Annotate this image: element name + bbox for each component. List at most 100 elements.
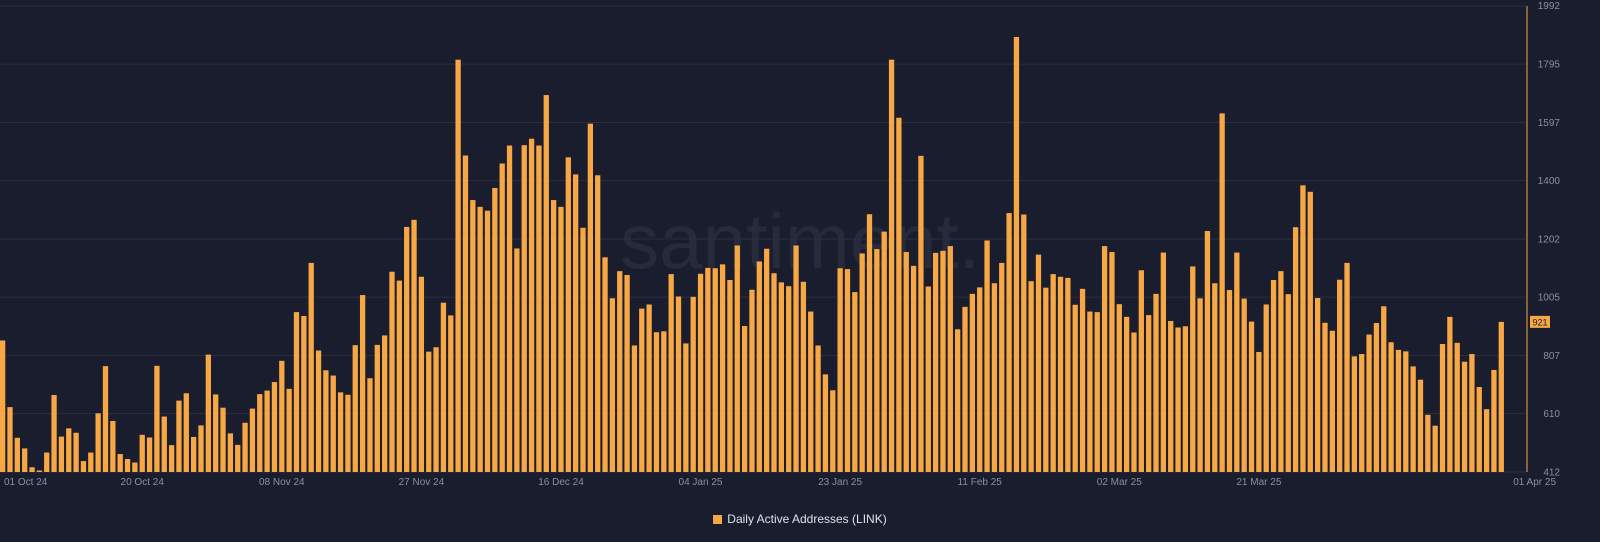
bar[interactable]	[830, 390, 836, 472]
bar[interactable]	[639, 308, 645, 472]
bar[interactable]	[808, 311, 814, 472]
bar[interactable]	[1057, 276, 1064, 472]
bar[interactable]	[1021, 214, 1027, 472]
bar[interactable]	[925, 286, 931, 472]
bar[interactable]	[514, 248, 520, 472]
bar[interactable]	[1035, 254, 1042, 472]
bar[interactable]	[903, 251, 909, 472]
bar[interactable]	[896, 117, 902, 472]
bar[interactable]	[1094, 312, 1100, 472]
bar[interactable]	[837, 268, 843, 472]
bar[interactable]	[1469, 354, 1475, 472]
bar[interactable]	[1278, 271, 1284, 472]
bar[interactable]	[44, 452, 50, 472]
bar[interactable]	[1226, 290, 1233, 472]
bar[interactable]	[1087, 311, 1093, 472]
bar[interactable]	[1256, 351, 1262, 472]
bar[interactable]	[1160, 252, 1167, 472]
bar[interactable]	[866, 214, 873, 473]
bar[interactable]	[205, 354, 211, 472]
bar[interactable]	[646, 304, 652, 472]
bar[interactable]	[1131, 332, 1137, 472]
bar[interactable]	[587, 123, 593, 473]
bar[interactable]	[932, 252, 939, 472]
bar[interactable]	[168, 445, 175, 472]
bar[interactable]	[359, 295, 366, 472]
bar[interactable]	[1483, 409, 1490, 472]
bar[interactable]	[154, 365, 160, 472]
bar[interactable]	[602, 257, 608, 472]
bar[interactable]	[440, 302, 447, 472]
bar[interactable]	[1263, 304, 1269, 472]
bar[interactable]	[264, 390, 270, 472]
bar[interactable]	[235, 444, 241, 472]
bar[interactable]	[859, 253, 865, 472]
bar[interactable]	[727, 280, 733, 472]
bar[interactable]	[315, 350, 322, 472]
bar[interactable]	[1101, 246, 1108, 472]
bar[interactable]	[1351, 356, 1358, 472]
bar[interactable]	[881, 231, 887, 472]
bar[interactable]	[624, 274, 630, 472]
bar[interactable]	[1307, 191, 1313, 472]
bar[interactable]	[675, 296, 682, 472]
bar[interactable]	[1234, 252, 1240, 472]
bar[interactable]	[80, 461, 87, 472]
bar[interactable]	[918, 155, 924, 472]
bar[interactable]	[146, 437, 153, 472]
bar[interactable]	[198, 425, 204, 472]
bar[interactable]	[14, 437, 20, 472]
bar[interactable]	[1190, 266, 1196, 472]
bar[interactable]	[550, 200, 557, 472]
bar[interactable]	[874, 249, 880, 472]
bar[interactable]	[940, 250, 946, 472]
bar[interactable]	[462, 155, 469, 472]
bar[interactable]	[1388, 342, 1394, 472]
bar[interactable]	[110, 420, 116, 472]
bar[interactable]	[697, 273, 704, 472]
bar[interactable]	[1373, 323, 1380, 472]
bar[interactable]	[1123, 316, 1130, 472]
bar[interactable]	[910, 265, 917, 472]
bar[interactable]	[558, 206, 564, 472]
bar[interactable]	[999, 262, 1005, 472]
bar[interactable]	[1175, 327, 1181, 472]
bar[interactable]	[58, 436, 65, 472]
bar[interactable]	[95, 413, 101, 472]
bar[interactable]	[1168, 320, 1174, 472]
bar[interactable]	[543, 95, 549, 472]
bar[interactable]	[844, 269, 851, 472]
bar[interactable]	[330, 375, 336, 472]
bar[interactable]	[1285, 294, 1291, 472]
bar[interactable]	[734, 245, 740, 472]
bar[interactable]	[7, 407, 13, 472]
bar[interactable]	[1146, 315, 1152, 472]
bar[interactable]	[764, 248, 770, 472]
bar[interactable]	[337, 392, 344, 472]
bar[interactable]	[1197, 298, 1203, 472]
bar[interactable]	[213, 394, 219, 472]
bar[interactable]	[756, 261, 762, 472]
bar[interactable]	[719, 264, 726, 472]
bar[interactable]	[1395, 349, 1402, 472]
bar[interactable]	[1381, 306, 1387, 472]
bar[interactable]	[433, 347, 439, 472]
bar[interactable]	[1366, 334, 1372, 472]
bar[interactable]	[418, 276, 425, 472]
bar[interactable]	[271, 382, 278, 472]
bar[interactable]	[257, 394, 263, 472]
bar[interactable]	[1432, 425, 1438, 472]
bar[interactable]	[661, 331, 667, 472]
bar[interactable]	[499, 163, 505, 473]
bar[interactable]	[595, 175, 601, 473]
bar[interactable]	[822, 374, 829, 472]
bar[interactable]	[565, 157, 571, 473]
bar[interactable]	[705, 267, 711, 472]
bar[interactable]	[690, 296, 696, 472]
bar[interactable]	[1447, 316, 1453, 472]
bar[interactable]	[279, 360, 285, 472]
bar[interactable]	[117, 454, 123, 472]
bar[interactable]	[1292, 227, 1299, 472]
bar[interactable]	[404, 226, 410, 472]
bar[interactable]	[1204, 231, 1211, 472]
